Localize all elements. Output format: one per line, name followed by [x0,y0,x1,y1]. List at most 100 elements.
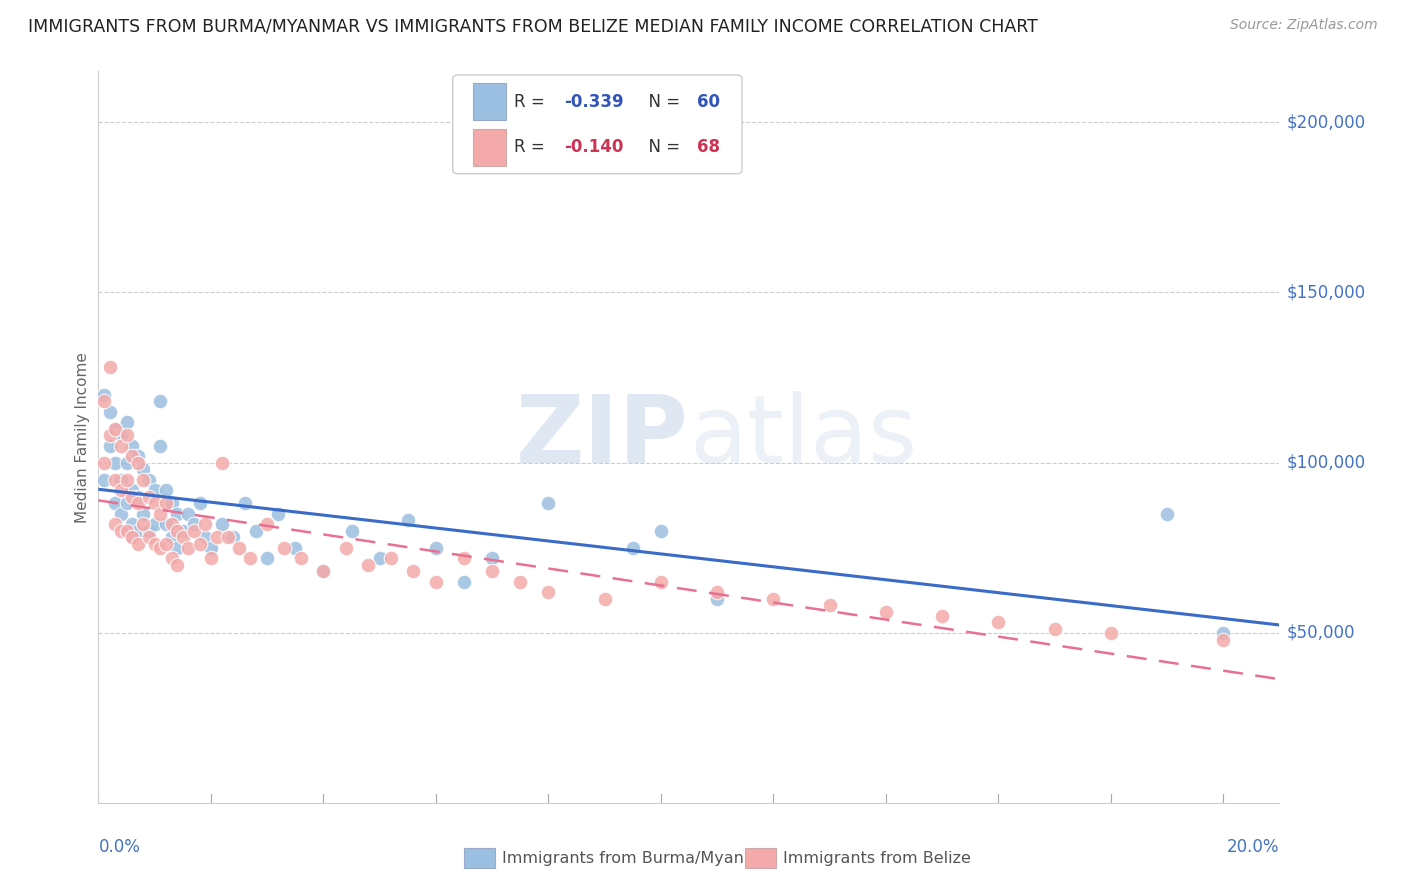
Text: $200,000: $200,000 [1286,113,1365,131]
Point [93,473,115,487]
Point [205,531,228,545]
Point [217,531,239,545]
Point [127,537,149,551]
Point [132,462,155,476]
Text: Immigrants from Burma/Myanmar: Immigrants from Burma/Myanmar [502,852,776,866]
Point [160,531,183,545]
Point [340,524,363,538]
Text: Immigrants from Belize: Immigrants from Belize [783,852,972,866]
Point [149,507,172,521]
Point [127,524,149,538]
Point [115,415,138,429]
Point [245,524,267,538]
Point [121,449,143,463]
Point [1212,632,1234,647]
Point [155,483,177,497]
Point [177,541,200,555]
Text: 60: 60 [697,93,720,111]
Point [104,473,127,487]
Point [290,550,312,565]
Point [143,537,166,551]
Point [509,574,531,589]
Point [160,516,183,531]
Point [593,591,616,606]
Point [104,456,127,470]
Bar [472,128,506,166]
Point [537,496,560,510]
Point [104,496,127,510]
Point [110,483,132,497]
Point [138,490,160,504]
Point [143,483,166,497]
Point [402,565,425,579]
Point [706,591,728,606]
Point [160,550,183,565]
Point [200,541,222,555]
Point [104,421,127,435]
Point [132,507,155,521]
Point [155,537,177,551]
Text: N =: N = [638,93,686,111]
Point [177,507,200,521]
Point [1156,507,1178,521]
Y-axis label: Median Family Income: Median Family Income [75,351,90,523]
Point [115,473,138,487]
Point [98,439,121,453]
Point [138,473,160,487]
Point [132,473,155,487]
Point [481,565,503,579]
Point [931,608,953,623]
Point [149,394,172,409]
Point [453,550,475,565]
Point [93,387,115,401]
Bar [472,83,506,120]
Text: R =: R = [515,138,550,156]
Point [155,516,177,531]
Point [121,483,143,497]
Point [127,456,149,470]
Text: ZIP: ZIP [516,391,689,483]
Text: IMMIGRANTS FROM BURMA/MYANMAR VS IMMIGRANTS FROM BELIZE MEDIAN FAMILY INCOME COR: IMMIGRANTS FROM BURMA/MYANMAR VS IMMIGRA… [28,18,1038,36]
Point [211,456,233,470]
Point [222,531,245,545]
Point [127,490,149,504]
Point [93,394,115,409]
Point [621,541,644,555]
Point [115,456,138,470]
Point [143,496,166,510]
Point [453,574,475,589]
Point [987,615,1010,630]
Point [267,507,290,521]
Point [121,516,143,531]
Point [211,516,233,531]
Point [200,550,222,565]
Point [762,591,785,606]
Point [706,585,728,599]
Point [115,428,138,442]
Point [110,524,132,538]
Point [149,439,172,453]
Point [115,524,138,538]
Point [481,550,503,565]
Point [357,558,380,572]
Point [121,531,143,545]
Point [98,428,121,442]
Point [256,550,278,565]
Point [172,531,194,545]
Point [121,531,143,545]
Point [380,550,402,565]
Point [121,439,143,453]
FancyBboxPatch shape [453,75,742,174]
Point [93,456,115,470]
Text: $50,000: $50,000 [1286,624,1355,641]
Point [256,516,278,531]
Point [537,585,560,599]
Text: atlas: atlas [689,391,917,483]
Text: -0.339: -0.339 [564,93,623,111]
Point [183,524,205,538]
Point [143,516,166,531]
Point [115,496,138,510]
Point [121,490,143,504]
Text: N =: N = [638,138,686,156]
Text: 20.0%: 20.0% [1227,838,1279,856]
